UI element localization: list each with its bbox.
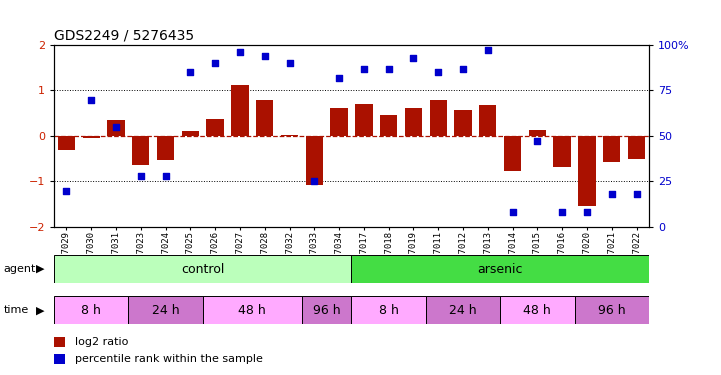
Bar (58, 136, 75, 150)
Point (259, 53, 270, 59)
Bar (528, 130, 546, 136)
Text: 8 h: 8 h (81, 304, 101, 317)
Bar (351, 255, 649, 283)
Point (309, 178, 320, 184)
Bar (575, 296, 649, 324)
Bar (157, 136, 174, 160)
Text: control: control (181, 262, 224, 276)
Bar (426, 296, 500, 324)
Bar (54, 354, 65, 364)
Text: 96 h: 96 h (598, 304, 626, 317)
Text: 96 h: 96 h (313, 304, 340, 317)
Bar (83, 136, 100, 138)
Text: ▶: ▶ (36, 305, 45, 315)
Point (482, 48, 494, 54)
Bar (107, 120, 125, 136)
Text: 48 h: 48 h (239, 304, 266, 317)
Text: arsenic: arsenic (477, 262, 523, 276)
Point (209, 60, 221, 66)
Point (557, 209, 568, 215)
Bar (330, 108, 348, 136)
Bar (504, 136, 521, 171)
Point (358, 66, 370, 72)
Point (135, 173, 146, 179)
Bar (54, 255, 351, 283)
Point (160, 173, 172, 179)
Point (234, 49, 246, 55)
Text: 48 h: 48 h (523, 304, 552, 317)
Point (507, 209, 518, 215)
Bar (430, 100, 447, 136)
Text: log2 ratio: log2 ratio (75, 337, 128, 347)
Bar (206, 118, 224, 136)
Point (86, 97, 97, 103)
Bar (479, 105, 497, 136)
Bar (628, 136, 645, 159)
Bar (603, 136, 620, 162)
Text: GDS2249 / 5276435: GDS2249 / 5276435 (54, 28, 194, 42)
Bar (355, 104, 373, 136)
Text: 24 h: 24 h (449, 304, 477, 317)
Point (185, 69, 196, 75)
Point (631, 191, 642, 197)
Bar (578, 136, 596, 206)
Point (110, 124, 122, 130)
Text: 8 h: 8 h (379, 304, 399, 317)
Point (61, 188, 72, 194)
Bar (351, 296, 426, 324)
Point (383, 66, 394, 72)
Bar (404, 108, 422, 136)
Bar (256, 100, 273, 136)
Point (433, 69, 444, 75)
Point (531, 138, 543, 144)
Text: ▶: ▶ (36, 264, 45, 274)
Text: time: time (4, 305, 29, 315)
Text: 24 h: 24 h (152, 304, 180, 317)
Bar (306, 136, 323, 185)
Text: agent: agent (4, 264, 36, 274)
Bar (128, 296, 203, 324)
Point (606, 191, 617, 197)
Bar (380, 116, 397, 136)
Point (284, 60, 296, 66)
Bar (54, 296, 128, 324)
Bar (554, 136, 571, 167)
Bar (500, 296, 575, 324)
Bar (54, 337, 65, 347)
Point (581, 209, 593, 215)
Point (333, 75, 345, 81)
Bar (231, 85, 249, 136)
Text: percentile rank within the sample: percentile rank within the sample (75, 354, 262, 364)
Bar (132, 136, 149, 165)
Bar (281, 135, 298, 136)
Bar (302, 296, 351, 324)
Bar (203, 296, 302, 324)
Bar (454, 110, 472, 136)
Point (407, 55, 419, 61)
Bar (182, 131, 199, 136)
Point (457, 66, 469, 72)
